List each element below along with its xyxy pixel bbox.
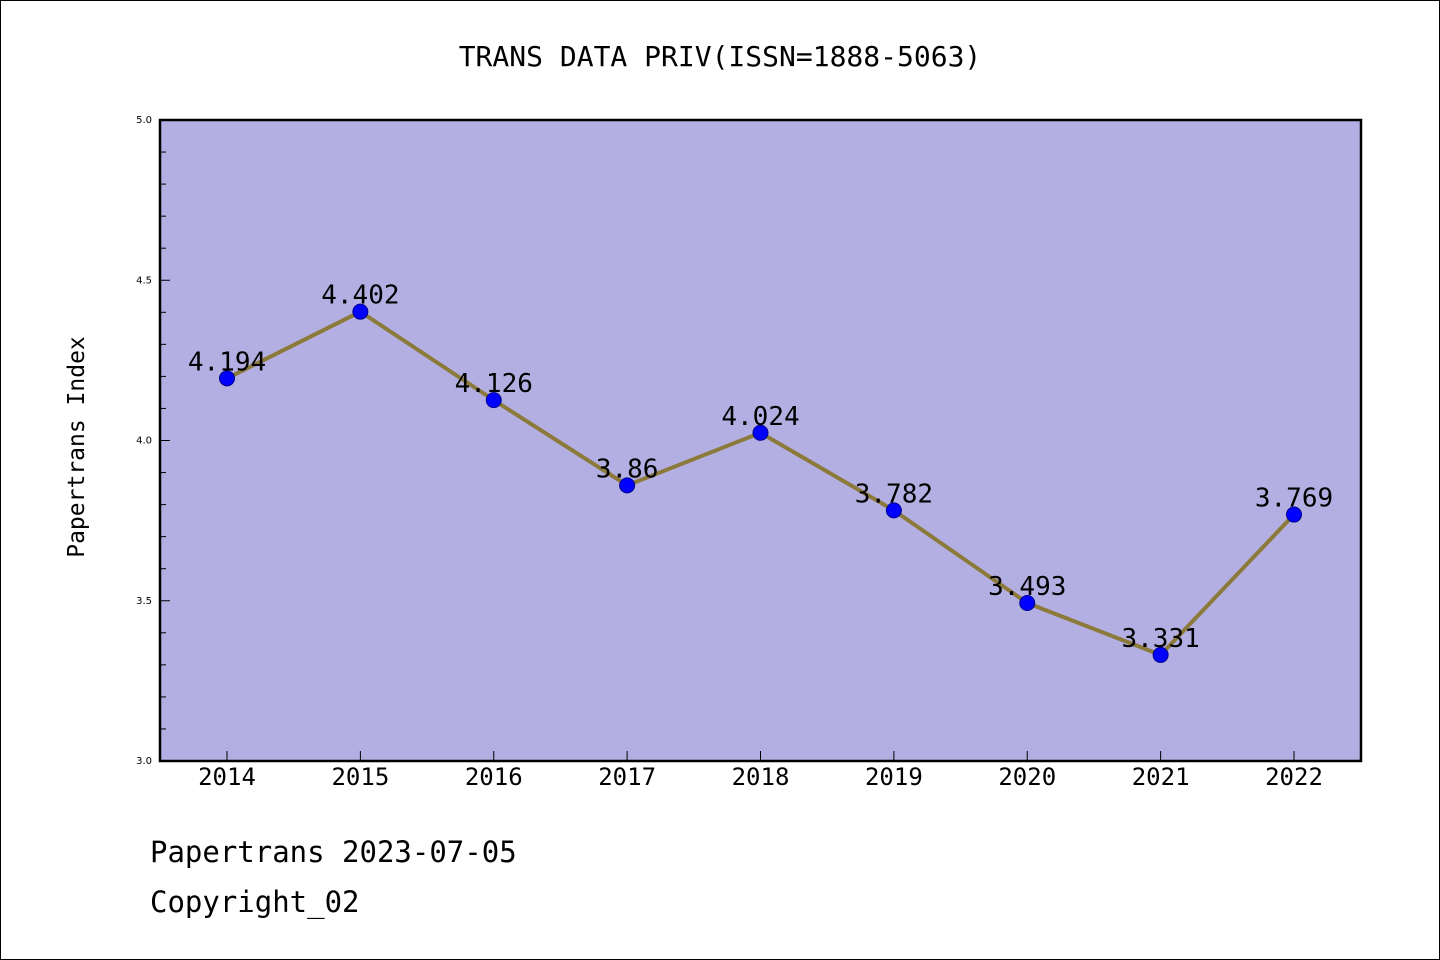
x-axis: 2014 2015 2016 2017 2018 2019 2020 2021 2022 [198, 751, 1323, 791]
data-point [219, 370, 235, 387]
data-label: 3.493 [988, 572, 1066, 602]
x-tick-label: 2020 [998, 763, 1056, 791]
x-tick-label: 2017 [598, 763, 656, 791]
data-label: 4.126 [455, 369, 533, 399]
data-point [1019, 594, 1036, 611]
data-point [485, 392, 502, 409]
data-label: 3.769 [1255, 484, 1333, 514]
series-layer: 4.194 4.402 4.126 3.86 4.024 3.782 3.493 3.331 3… [188, 281, 1333, 663]
footer-copyright: Copyright_02 [150, 885, 360, 919]
data-point [619, 477, 636, 494]
data-label: 3.782 [855, 479, 933, 509]
y-tick-label: 4.0 [136, 436, 152, 447]
data-label: 3.331 [1121, 624, 1199, 654]
y-tick-label: 3.0 [136, 756, 152, 767]
chart-title: TRANS DATA PRIV(ISSN=1888-5063) [459, 40, 982, 73]
footer-date: Papertrans 2023-07-05 [150, 835, 517, 869]
y-tick-label: 3.5 [136, 596, 152, 607]
x-tick-label: 2022 [1265, 763, 1323, 791]
y-tick-label: 4.5 [136, 275, 152, 286]
data-point [352, 303, 369, 320]
data-point [1152, 646, 1169, 663]
data-label: 4.402 [321, 281, 399, 311]
x-tick-label: 2021 [1132, 763, 1190, 791]
y-tick-label: 5.0 [136, 115, 152, 126]
data-point [885, 502, 902, 519]
x-tick-label: 2019 [865, 763, 923, 791]
data-point [1286, 506, 1302, 523]
data-label: 4.024 [721, 402, 799, 432]
x-tick-label: 2015 [331, 763, 389, 791]
x-tick-label: 2018 [732, 763, 790, 791]
data-label: 3.86 [596, 454, 659, 484]
x-tick-label: 2016 [465, 763, 523, 791]
x-tick-label: 2014 [198, 763, 256, 791]
y-axis-label: Papertrans Index [64, 336, 90, 558]
data-point [752, 424, 769, 441]
y-axis: 3.0 3.5 4.0 4.5 5.0 [136, 115, 170, 767]
data-label: 4.194 [188, 347, 266, 377]
